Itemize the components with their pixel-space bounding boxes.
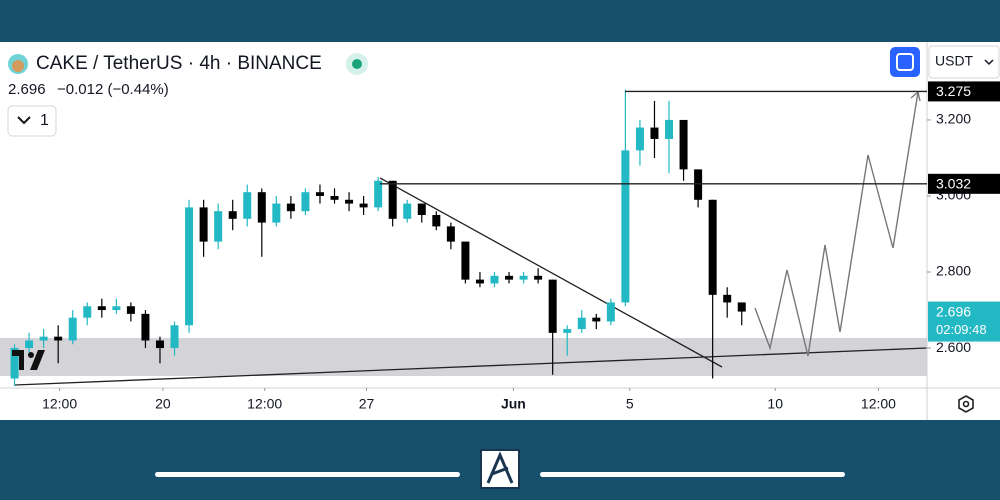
candle-body — [214, 211, 223, 242]
candle-body — [417, 203, 426, 215]
candle-body — [257, 192, 266, 223]
candle-body — [330, 195, 339, 200]
candle-body — [54, 336, 63, 341]
x-tick-label: 20 — [155, 396, 171, 412]
price-badge-label: 3.032 — [936, 176, 971, 192]
last-price: 2.696 — [8, 81, 46, 98]
tradingview-logo — [12, 350, 45, 370]
candle-body — [185, 207, 194, 326]
x-tick-label: 27 — [359, 396, 375, 412]
top-band — [0, 0, 1000, 42]
candle-body — [228, 211, 237, 219]
candle-body — [606, 302, 615, 322]
candle-body — [286, 203, 295, 212]
candle-body — [97, 306, 106, 311]
candle-body — [301, 192, 310, 212]
candle-body — [563, 329, 572, 333]
candle-body — [446, 226, 455, 242]
candle-body — [461, 241, 470, 280]
support-zone — [0, 338, 927, 376]
candle-body — [592, 317, 601, 322]
candle-body — [141, 313, 150, 341]
candle-body — [650, 127, 659, 139]
y-tick-label: 2.800 — [936, 263, 971, 279]
divider — [540, 472, 845, 477]
candle-body — [315, 192, 324, 196]
candle-body — [10, 348, 19, 379]
candle-body — [665, 119, 674, 139]
candle-body — [475, 279, 484, 284]
x-tick-label: Jun — [501, 396, 526, 412]
price-badge-label: 3.275 — [936, 83, 971, 99]
x-tick-label: 12:00 — [861, 396, 896, 412]
candle-body — [490, 275, 499, 284]
candle-body — [374, 180, 383, 208]
candle-body — [243, 192, 252, 219]
price-badge — [928, 81, 1000, 102]
candle-body — [345, 199, 354, 204]
candle-body — [126, 306, 135, 314]
candle-body — [83, 306, 92, 318]
candle-body — [199, 207, 208, 242]
price-badge — [928, 173, 1000, 194]
x-tick-label: 12:00 — [42, 396, 77, 412]
candle-body — [155, 340, 164, 349]
interval-count: 1 — [40, 112, 49, 129]
plot — [10, 89, 746, 387]
x-tick-label: 12:00 — [247, 396, 282, 412]
divider — [155, 472, 460, 477]
candle-body — [621, 150, 630, 303]
candle-body — [68, 317, 77, 341]
candle-body — [534, 275, 543, 280]
candle-body — [272, 203, 281, 223]
projection-path — [754, 91, 919, 357]
candle-body — [25, 340, 34, 349]
price-badge-label: 2.696 — [936, 303, 971, 319]
candle-body — [635, 127, 644, 151]
candle-body — [679, 119, 688, 170]
candle-body — [403, 203, 412, 219]
candle-body — [388, 180, 397, 219]
brand-logo — [480, 449, 520, 489]
countdown: 02:09:48 — [936, 322, 987, 337]
candle-body — [548, 279, 557, 333]
candle-body — [505, 275, 514, 280]
trend-line — [14, 347, 928, 386]
candle-body — [519, 275, 528, 280]
currency-selector[interactable]: USDT — [928, 45, 1000, 79]
settings-icon[interactable] — [958, 395, 974, 413]
market-status-dot — [352, 59, 362, 69]
currency-label: USDT — [935, 53, 974, 69]
symbol-icon — [8, 54, 28, 74]
y-tick-label: 3.200 — [936, 111, 971, 127]
candle-body — [112, 306, 121, 311]
candle-body — [432, 215, 441, 227]
x-tick-label: 10 — [767, 396, 783, 412]
candle-body — [737, 302, 746, 312]
fullscreen-button[interactable] — [890, 47, 920, 77]
candle-body — [170, 325, 179, 349]
candle-body — [723, 294, 732, 303]
candle-body — [577, 317, 586, 330]
candle-body — [694, 169, 703, 200]
symbol-title: CAKE / TetherUS · 4h · BINANCE — [36, 53, 322, 74]
y-tick-label: 2.600 — [936, 339, 971, 355]
price-change: −0.012 (−0.44%) — [57, 81, 169, 98]
candle-body — [39, 336, 48, 341]
price-badge — [928, 301, 1000, 342]
candle-body — [359, 203, 368, 208]
x-tick-label: 5 — [626, 396, 634, 412]
trend-line — [379, 177, 723, 368]
collapse-button[interactable]: 1 — [7, 105, 57, 137]
candle-body — [708, 199, 717, 295]
